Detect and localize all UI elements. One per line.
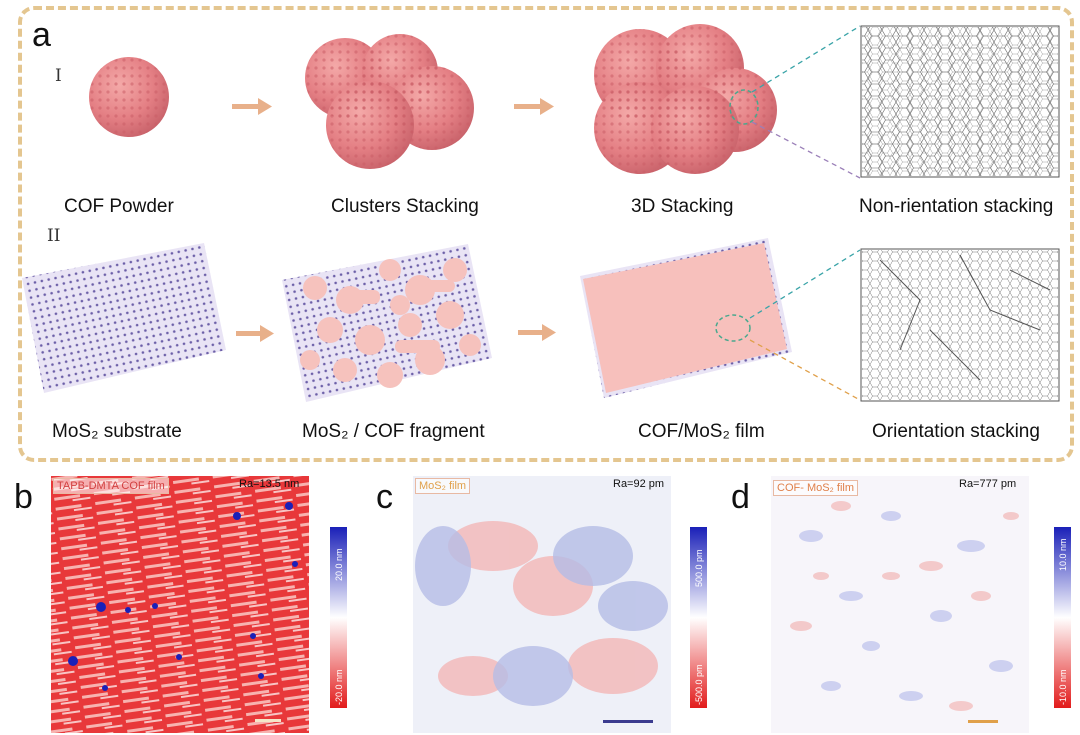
- colorbar-b-top: 20.0 nm: [334, 548, 344, 581]
- colorbar-c-bottom: -500.0 pm: [694, 664, 704, 705]
- caption-orientation-stacking: Orientation stacking: [872, 421, 1040, 442]
- colorbar-c: 500.0 pm -500.0 pm: [690, 527, 707, 708]
- ra-value-c: Ra=92 pm: [613, 478, 665, 490]
- panel-letter-b: b: [14, 478, 33, 516]
- caption-mos2-cof-fragment: MoS₂ / COF fragment: [302, 421, 485, 442]
- cof-mos2-film-image: [580, 238, 792, 398]
- non-orientation-stacking-image: [860, 25, 1060, 178]
- caption-3d-stacking: 3D Stacking: [631, 196, 734, 217]
- afm-image-c: MoS₂ film Ra=92 pm: [413, 476, 671, 733]
- afm-label-c: MoS₂ film: [415, 478, 471, 494]
- clusters-stacking-spheres: [305, 34, 474, 169]
- caption-cof-powder: COF Powder: [64, 196, 174, 217]
- afm-label-b: TAPB-DMTA COF film: [53, 478, 169, 494]
- zoom-line-row2-bottom: [749, 339, 861, 401]
- panel-letter-d: d: [731, 478, 750, 516]
- row-label-2: II: [47, 226, 61, 246]
- afm-label-d: COF- MoS₂ film: [773, 480, 858, 496]
- panel-a-frame: [18, 6, 1074, 462]
- zoom-line-row2-top: [749, 249, 861, 319]
- afm-image-b: TAPB-DMTA COF film Ra=13.5 nm: [51, 476, 309, 733]
- colorbar-b: 20.0 nm -20.0 nm: [330, 527, 347, 708]
- mos2-cof-fragment-image: [282, 244, 492, 402]
- caption-clusters-stacking: Clusters Stacking: [331, 196, 479, 217]
- colorbar-b-bottom: -20.0 nm: [334, 669, 344, 705]
- arrow-row2-1: [236, 325, 274, 342]
- colorbar-d-bottom: -10.0 nm: [1058, 669, 1068, 705]
- row-label-1: I: [55, 66, 62, 86]
- arrow-row2-2: [518, 324, 556, 341]
- ra-value-b: Ra=13.5 nm: [239, 478, 300, 490]
- mos2-substrate-image: [22, 243, 226, 393]
- afm-image-d: COF- MoS₂ film Ra=777 pm: [771, 476, 1029, 733]
- zoom-line-row1-top: [751, 25, 861, 93]
- 3d-stacking-spheres: [594, 24, 777, 174]
- panel-a-illustrations: [22, 24, 1060, 402]
- orientation-stacking-image: [860, 248, 1060, 402]
- arrow-row1-2: [514, 98, 554, 115]
- colorbar-c-top: 500.0 pm: [694, 549, 704, 587]
- colorbar-d: 10.0 nm -10.0 nm: [1054, 527, 1071, 708]
- panel-letter-a: a: [32, 16, 51, 54]
- ra-value-d: Ra=777 pm: [959, 478, 1017, 490]
- caption-cof-mos2-film: COF/MoS₂ film: [638, 421, 765, 442]
- panel-letter-c: c: [376, 478, 393, 516]
- colorbar-d-top: 10.0 nm: [1058, 538, 1068, 571]
- zoom-line-row1-bottom: [751, 121, 861, 179]
- arrow-row1-1: [232, 98, 272, 115]
- cof-powder-sphere: [89, 57, 169, 137]
- caption-non-orientation-stacking: Non-rientation stacking: [859, 196, 1054, 217]
- caption-mos2-substrate: MoS₂ substrate: [52, 421, 182, 442]
